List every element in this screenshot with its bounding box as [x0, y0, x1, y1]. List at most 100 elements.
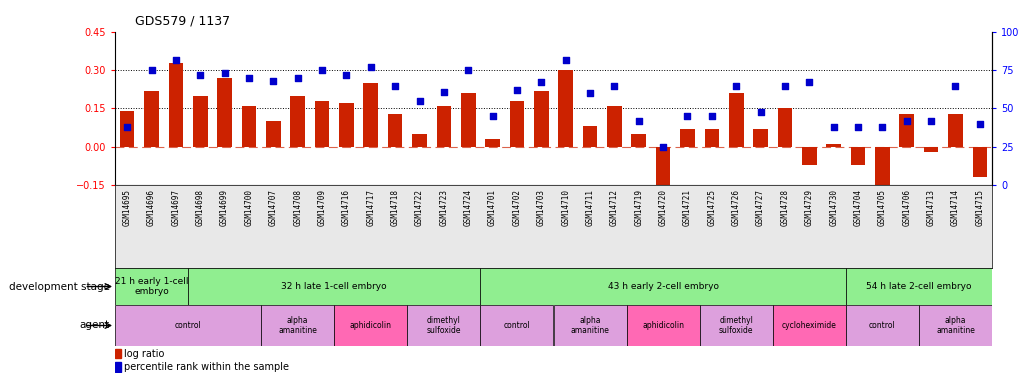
Point: [654, 144, 671, 150]
Text: 21 h early 1-cell
embryo: 21 h early 1-cell embryo: [115, 277, 189, 296]
Text: log ratio: log ratio: [124, 348, 164, 358]
Point: [630, 118, 646, 124]
Point: [289, 75, 306, 81]
Bar: [772, 305, 845, 346]
Text: dimethyl
sulfoxide: dimethyl sulfoxide: [718, 316, 753, 335]
Point: [167, 57, 183, 63]
Bar: [899, 114, 913, 147]
Point: [363, 64, 379, 70]
Text: GSM14710: GSM14710: [560, 189, 570, 226]
Bar: [480, 305, 553, 346]
Bar: [801, 147, 816, 165]
Bar: [480, 268, 845, 305]
Bar: [606, 106, 622, 147]
Bar: [825, 144, 840, 147]
Text: development stage: development stage: [9, 282, 110, 291]
Text: GSM14696: GSM14696: [147, 189, 156, 226]
Text: GSM14716: GSM14716: [341, 189, 351, 226]
Bar: [144, 91, 159, 147]
Bar: [261, 305, 334, 346]
Text: GSM14703: GSM14703: [536, 189, 545, 226]
Bar: [948, 114, 962, 147]
Point: [800, 80, 816, 86]
Bar: [338, 104, 354, 147]
Text: GSM14707: GSM14707: [269, 189, 277, 226]
Text: agent: agent: [79, 321, 110, 330]
Text: GSM14708: GSM14708: [292, 189, 302, 226]
Text: GSM14722: GSM14722: [415, 189, 424, 226]
Bar: [655, 147, 669, 193]
Point: [144, 67, 160, 73]
Bar: [729, 93, 743, 147]
Text: cycloheximide: cycloheximide: [782, 321, 836, 330]
Point: [119, 124, 136, 130]
Point: [605, 82, 622, 88]
Point: [728, 82, 744, 88]
Bar: [874, 147, 889, 190]
Text: GSM14730: GSM14730: [828, 189, 838, 226]
Point: [679, 113, 695, 119]
Bar: [557, 70, 573, 147]
Bar: [776, 108, 792, 147]
Text: GSM14701: GSM14701: [488, 189, 496, 226]
Point: [922, 118, 938, 124]
Point: [947, 82, 963, 88]
Text: percentile rank within the sample: percentile rank within the sample: [124, 362, 289, 372]
Bar: [582, 126, 597, 147]
Text: aphidicolin: aphidicolin: [350, 321, 391, 330]
Bar: [534, 91, 548, 147]
Bar: [699, 305, 772, 346]
Text: aphidicolin: aphidicolin: [642, 321, 684, 330]
Point: [971, 121, 987, 127]
Text: GSM14709: GSM14709: [317, 189, 326, 226]
Bar: [704, 129, 718, 147]
Bar: [242, 106, 256, 147]
Text: GSM14715: GSM14715: [974, 189, 983, 226]
Point: [703, 113, 719, 119]
Bar: [334, 305, 407, 346]
Bar: [485, 139, 499, 147]
Point: [873, 124, 890, 130]
Point: [533, 80, 549, 86]
Text: alpha
amanitine: alpha amanitine: [935, 316, 974, 335]
Bar: [510, 101, 524, 147]
Bar: [290, 96, 305, 147]
Bar: [115, 349, 121, 358]
Bar: [626, 305, 699, 346]
Point: [240, 75, 257, 81]
Text: GSM14702: GSM14702: [512, 189, 521, 226]
Text: GSM14727: GSM14727: [755, 189, 764, 226]
Text: GSM14699: GSM14699: [220, 189, 229, 226]
Point: [776, 82, 793, 88]
Bar: [553, 305, 626, 346]
Bar: [631, 134, 645, 147]
Point: [557, 57, 574, 63]
Bar: [850, 147, 864, 165]
Bar: [187, 268, 480, 305]
Point: [508, 87, 525, 93]
Bar: [217, 78, 231, 147]
Bar: [461, 93, 475, 147]
Text: GSM14704: GSM14704: [853, 189, 862, 226]
Point: [216, 70, 232, 76]
Bar: [918, 305, 991, 346]
Text: GSM14721: GSM14721: [683, 189, 691, 226]
Text: GSM14719: GSM14719: [634, 189, 643, 226]
Text: 43 h early 2-cell embryo: 43 h early 2-cell embryo: [607, 282, 718, 291]
Bar: [412, 134, 426, 147]
Bar: [120, 111, 135, 147]
Point: [435, 88, 451, 94]
Text: alpha
amanitine: alpha amanitine: [570, 316, 609, 335]
Point: [824, 124, 841, 130]
Text: control: control: [868, 321, 895, 330]
Text: control: control: [174, 321, 202, 330]
Text: GSM14723: GSM14723: [439, 189, 448, 226]
Point: [849, 124, 865, 130]
Bar: [923, 147, 937, 152]
Text: GSM14705: GSM14705: [877, 189, 886, 226]
Text: GSM14714: GSM14714: [950, 189, 959, 226]
Bar: [387, 114, 403, 147]
Point: [386, 82, 403, 88]
Text: GSM14695: GSM14695: [122, 189, 131, 226]
Point: [265, 78, 281, 84]
